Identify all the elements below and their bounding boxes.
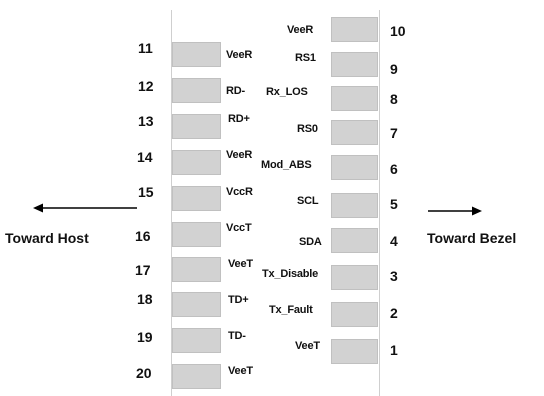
- pin-name-10: VeeR: [287, 24, 314, 36]
- pin-name-17: VeeT: [228, 258, 253, 270]
- pin-pad-19: [172, 328, 221, 353]
- pin-number-7: 7: [390, 125, 398, 141]
- pin-name-4: SDA: [299, 236, 322, 248]
- pin-pad-14: [172, 150, 221, 175]
- pin-name-2: Tx_Fault: [269, 304, 313, 316]
- pin-name-11: VeeR: [226, 49, 253, 61]
- toward-bezel-label: Toward Bezel: [427, 230, 517, 246]
- pin-name-9: RS1: [295, 52, 316, 64]
- toward-host-label: Toward Host: [5, 230, 89, 246]
- pin-number-18: 18: [137, 291, 153, 307]
- pin-name-16: VccT: [226, 222, 252, 234]
- pin-number-10: 10: [390, 23, 406, 39]
- pin-pad-16: [172, 222, 221, 247]
- right-arrow-icon: [428, 206, 482, 216]
- pin-number-17: 17: [135, 262, 151, 278]
- pin-number-20: 20: [136, 365, 152, 381]
- pin-name-19: TD-: [228, 330, 246, 342]
- pin-name-1: VeeT: [295, 340, 320, 352]
- pin-pad-11: [172, 42, 221, 67]
- pin-pad-12: [172, 78, 221, 103]
- pin-number-11: 11: [138, 40, 153, 56]
- pin-number-9: 9: [390, 61, 398, 77]
- pin-number-3: 3: [390, 268, 398, 284]
- pin-number-5: 5: [390, 196, 398, 212]
- pin-name-8: Rx_LOS: [266, 86, 308, 98]
- pin-number-12: 12: [138, 78, 154, 94]
- pin-number-13: 13: [138, 113, 154, 129]
- pin-pad-18: [172, 292, 221, 317]
- pin-number-15: 15: [138, 184, 154, 200]
- left-arrow-icon: [33, 203, 137, 213]
- pin-pad-3: [331, 265, 378, 290]
- pin-number-1: 1: [390, 342, 398, 358]
- pin-name-7: RS0: [297, 123, 318, 135]
- pin-number-14: 14: [137, 149, 153, 165]
- pin-pad-2: [331, 302, 378, 327]
- pin-pad-20: [172, 364, 221, 389]
- pin-name-12: RD-: [226, 85, 245, 97]
- pin-name-5: SCL: [297, 195, 319, 207]
- pin-pad-17: [172, 257, 221, 282]
- pin-number-6: 6: [390, 161, 398, 177]
- pin-name-3: Tx_Disable: [262, 268, 319, 280]
- pin-pad-8: [331, 86, 378, 111]
- pin-number-16: 16: [135, 228, 151, 244]
- pin-name-6: Mod_ABS: [261, 159, 312, 171]
- pin-pad-5: [331, 193, 378, 218]
- pin-pad-9: [331, 52, 378, 77]
- pin-pad-4: [331, 228, 378, 253]
- pin-name-20: VeeT: [228, 365, 253, 377]
- pin-pad-10: [331, 17, 378, 42]
- pin-number-4: 4: [390, 233, 398, 249]
- pin-pad-6: [331, 155, 378, 180]
- pin-number-2: 2: [390, 305, 398, 321]
- pin-pad-7: [331, 120, 378, 145]
- pin-pad-1: [331, 339, 378, 364]
- pin-number-8: 8: [390, 91, 398, 107]
- pin-pad-13: [172, 114, 221, 139]
- pin-name-15: VccR: [226, 186, 253, 198]
- pin-name-13: RD+: [228, 113, 250, 125]
- pin-name-18: TD+: [228, 294, 249, 306]
- pin-name-14: VeeR: [226, 149, 253, 161]
- pin-pad-15: [172, 186, 221, 211]
- pin-number-19: 19: [137, 329, 153, 345]
